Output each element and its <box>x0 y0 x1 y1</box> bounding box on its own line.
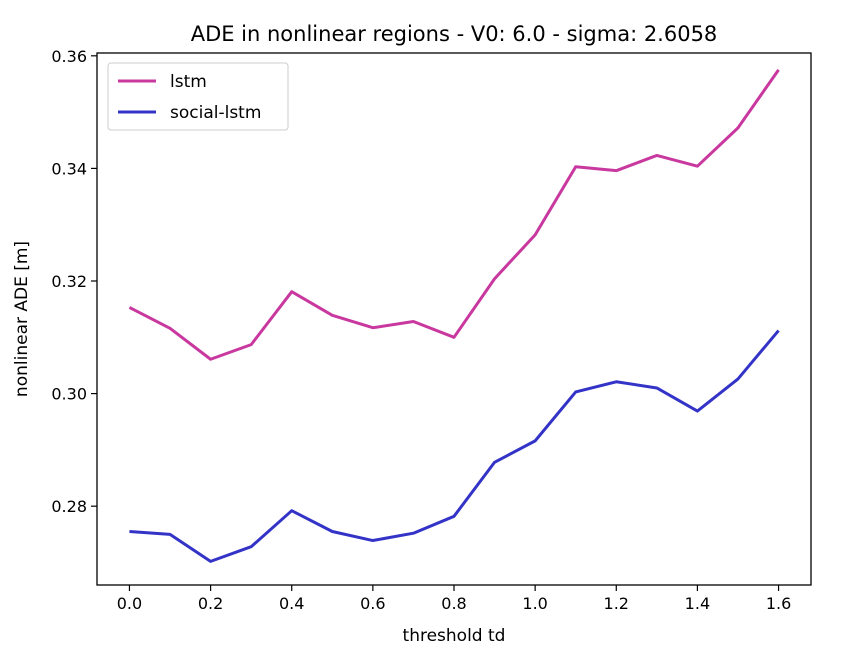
series-line-social-lstm <box>129 329 780 563</box>
x-tick-label: 1.2 <box>604 594 629 613</box>
legend-label-social-lstm: social-lstm <box>170 103 261 123</box>
x-tick-label: 1.0 <box>522 594 547 613</box>
series-line-lstm <box>128 69 780 361</box>
x-tick-label: 0.2 <box>198 594 223 613</box>
y-tick-label: 0.30 <box>51 385 87 404</box>
y-tick-label: 0.34 <box>51 159 87 178</box>
x-tick-label: 0.4 <box>279 594 304 613</box>
y-tick-label: 0.28 <box>51 497 87 516</box>
x-tick-label: 0.6 <box>360 594 385 613</box>
y-axis: 0.28 0.30 0.32 0.34 0.36 <box>51 47 97 516</box>
x-tick-label: 1.4 <box>685 594 710 613</box>
chart-title: ADE in nonlinear regions - V0: 6.0 - sig… <box>191 22 718 46</box>
y-axis-label: nonlinear ADE [m] <box>12 241 32 397</box>
legend: lstm social-lstm <box>107 62 289 131</box>
x-tick-label: 1.6 <box>766 594 791 613</box>
x-tick-label: 0.8 <box>441 594 466 613</box>
plot-area <box>96 52 812 586</box>
x-tick-label: 0.0 <box>117 594 142 613</box>
x-axis: 0.0 0.2 0.4 0.6 0.8 1.0 1.2 1.4 1.6 <box>117 585 791 613</box>
series-layer <box>128 69 780 563</box>
x-axis-label: threshold td <box>403 626 506 646</box>
legend-label-lstm: lstm <box>170 72 207 92</box>
y-tick-label: 0.36 <box>51 47 87 66</box>
y-tick-label: 0.32 <box>51 272 87 291</box>
